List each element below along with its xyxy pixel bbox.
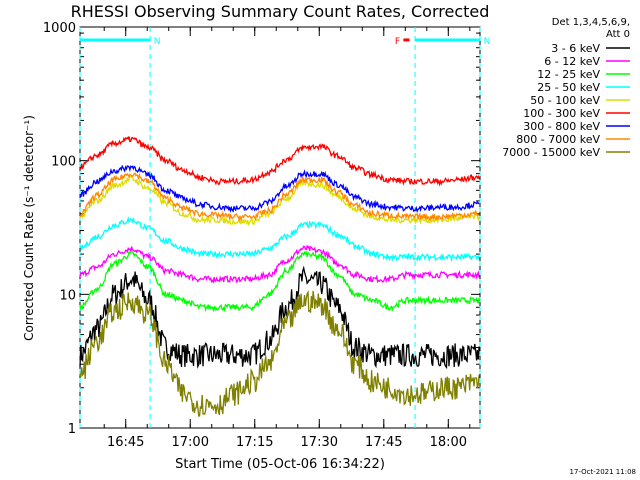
legend-label: 6 - 12 keV: [544, 55, 600, 68]
legend-label: 100 - 300 keV: [523, 107, 600, 120]
legend-label: 3 - 6 keV: [551, 42, 600, 55]
x-tick-label: 17:15: [236, 435, 273, 450]
flag-label-flare: F: [395, 37, 400, 47]
x-tick-label: 17:00: [172, 435, 209, 450]
legend-label: 50 - 100 keV: [530, 94, 600, 107]
legend-label: 7000 - 15000 keV: [502, 146, 600, 159]
flag-label-night: N: [484, 37, 491, 47]
series-line-7: [79, 172, 480, 223]
y-tick-label: 1000: [43, 21, 76, 36]
series-line-8: [79, 289, 480, 417]
y-tick-label: 1: [68, 422, 76, 437]
y-tick-label: 10: [59, 288, 76, 303]
footer-timestamp: 17-Oct-2021 11:08: [570, 468, 636, 476]
chart-title: RHESSI Observing Summary Count Rates, Co…: [71, 2, 490, 21]
plot-area: 1 10 100 1000 16:45 17:00 17:15 17:30 17:45 18:00…: [43, 21, 490, 450]
legend-label: 25 - 50 keV: [537, 81, 600, 94]
series-line-4: [79, 175, 480, 227]
x-tick-label: 17:45: [365, 435, 402, 450]
x-tick-label: 18:00: [430, 435, 467, 450]
series-line-3: [79, 215, 480, 263]
legend-header-line-1: Det 1,3,4,5,6,9,: [552, 17, 630, 28]
y-tick-label: 100: [51, 155, 76, 170]
series-line-0: [79, 265, 480, 370]
series-line-2: [79, 250, 480, 313]
legend-label: 800 - 7000 keV: [516, 133, 600, 146]
x-axis-label: Start Time (05-Oct-06 16:34:22): [175, 457, 385, 472]
series-line-6: [79, 164, 480, 214]
y-axis-label: Corrected Count Rate (s⁻¹ detector⁻¹): [22, 115, 36, 341]
legend-header-line-2: Att 0: [606, 29, 630, 40]
flag-label-night: N: [154, 37, 161, 47]
series-line-1: [79, 244, 480, 284]
legend-label: 12 - 25 keV: [537, 68, 600, 81]
x-tick-label: 17:30: [301, 435, 338, 450]
x-tick-label: 16:45: [107, 435, 144, 450]
series-line-5: [79, 136, 480, 187]
legend-label: 300 - 800 keV: [523, 120, 600, 133]
